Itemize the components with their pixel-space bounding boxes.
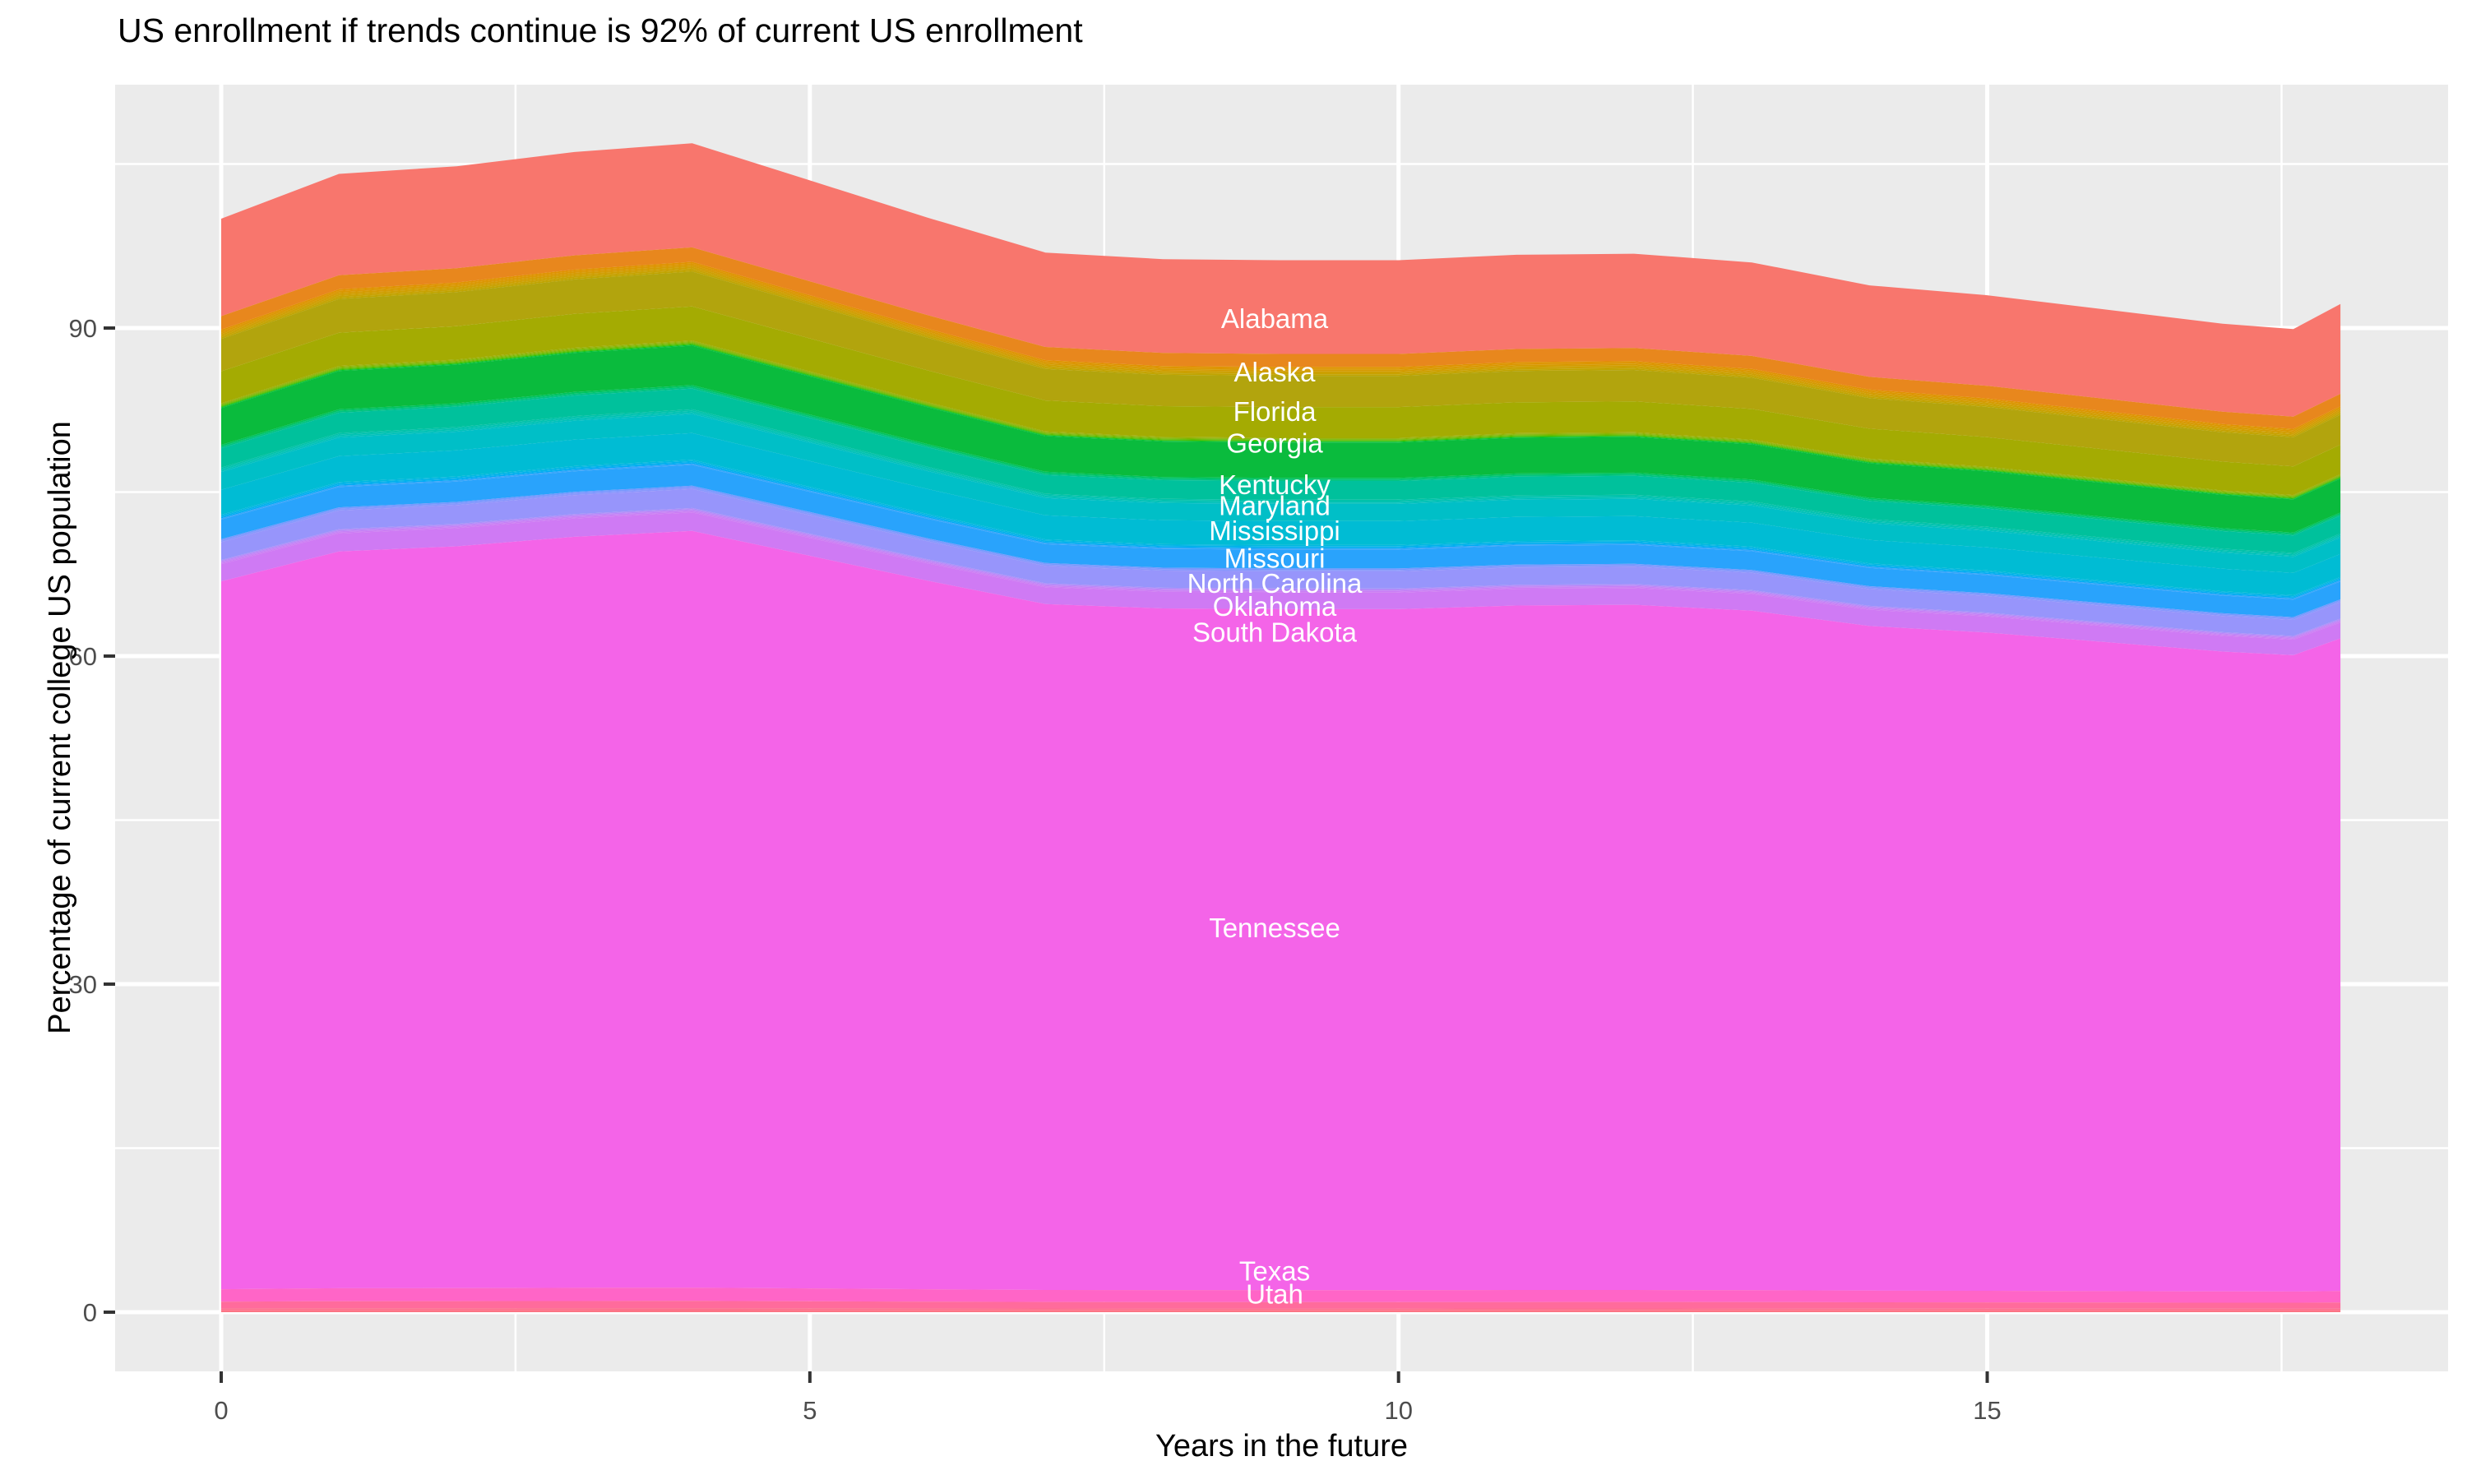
area-texas (221, 1288, 2341, 1303)
area-alaska (221, 247, 2341, 429)
state-label-kentucky: Kentucky (1219, 469, 1331, 500)
x-tick-label-10: 10 (1384, 1396, 1412, 1425)
y-tick-label-60: 60 (69, 642, 97, 671)
state-label-alaska: Alaska (1234, 357, 1316, 387)
area-missouri (221, 432, 2341, 595)
y-tick-label-0: 0 (83, 1298, 97, 1327)
state-label-north-carolina: North Carolina (1187, 568, 1363, 599)
x-tick-label-5: 5 (803, 1396, 817, 1425)
y-tick-label-30: 30 (69, 970, 97, 999)
state-label-oklahoma: Oklahoma (1213, 591, 1337, 622)
y-tick-label-90: 90 (69, 314, 97, 343)
area-oklahoma (221, 488, 2341, 636)
area-unlabeled-thin-states-vermont-wyoming-stripe-1 (221, 1308, 2341, 1311)
area-tennessee (221, 530, 2341, 1292)
state-label-utah: Utah (1246, 1278, 1303, 1309)
state-label-maryland: Maryland (1219, 490, 1331, 520)
state-label-missouri: Missouri (1224, 543, 1326, 573)
area-florida (221, 271, 2341, 467)
x-tick-label-0: 0 (214, 1396, 228, 1425)
state-label-alabama: Alabama (1221, 303, 1329, 334)
area-maryland (221, 388, 2341, 553)
area-south-dakota (221, 512, 2341, 655)
area-mississippi (221, 414, 2341, 573)
area-utah (221, 1301, 2341, 1309)
area-north-carolina (221, 465, 2341, 617)
state-label-mississippi: Mississippi (1209, 515, 1340, 546)
area-unlabeled-thin-states-north-dakota-ohio-stripe-2 (221, 487, 2341, 620)
state-label-florida: Florida (1234, 396, 1317, 427)
area-alabama (221, 143, 2341, 417)
state-label-georgia: Georgia (1226, 428, 1323, 459)
state-label-texas: Texas (1239, 1255, 1310, 1286)
area-kentucky (221, 345, 2341, 533)
state-label-south-dakota: South Dakota (1192, 617, 1358, 648)
y-axis-title: Percentage of current college US populat… (43, 421, 77, 1034)
chart-title: US enrollment if trends continue is 92% … (118, 12, 1083, 49)
area-georgia (221, 306, 2341, 496)
area-unlabeled-thin-states-north-dakota-ohio-stripe-1 (221, 485, 2341, 619)
area-unlabeled-thin-states-vermont-wyoming-stripe-2 (221, 1310, 2341, 1312)
x-axis-title: Years in the future (1155, 1429, 1409, 1463)
x-tick-label-15: 15 (1973, 1396, 2001, 1425)
state-label-tennessee: Tennessee (1209, 913, 1340, 943)
